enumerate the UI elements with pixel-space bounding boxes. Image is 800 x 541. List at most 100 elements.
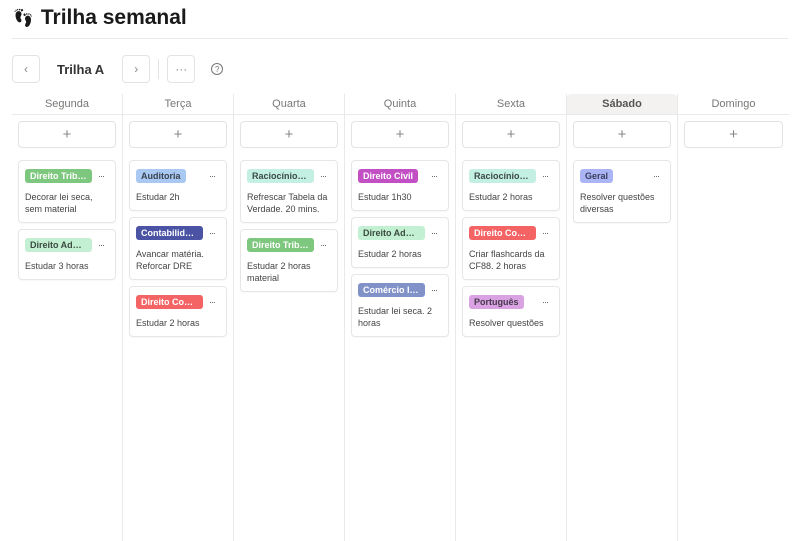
day-column: Quinta + Direito Civil ··· Estudar 1h30 …	[345, 94, 456, 541]
task-card[interactable]: Geral ··· Resolver questões diversas	[573, 160, 671, 223]
day-header: Sexta	[456, 94, 566, 115]
card-menu-icon[interactable]: ···	[320, 240, 327, 250]
card-list: Direito Tribu... ··· Decorar lei seca, s…	[12, 148, 122, 280]
card-menu-icon[interactable]: ···	[209, 228, 216, 238]
day-header: Terça	[123, 94, 233, 115]
task-card[interactable]: Direito Tribu... ··· Estudar 2 horas mat…	[240, 229, 338, 292]
day-column: Domingo +	[678, 94, 789, 541]
card-menu-icon[interactable]: ···	[98, 240, 105, 250]
toolbar: ‹ Trilha A › ··· ?	[12, 55, 224, 83]
card-list	[678, 148, 789, 160]
card-description: Refrescar Tabela da Verdade. 20 mins.	[247, 192, 328, 214]
divider	[12, 38, 788, 39]
task-card[interactable]: Direito Admi... ··· Estudar 3 horas	[18, 229, 116, 280]
card-list: Raciocínio L... ··· Estudar 2 horas Dire…	[456, 148, 566, 337]
chevron-left-icon: ‹	[24, 62, 28, 76]
subject-tag: Contabilidade	[136, 226, 203, 240]
card-description: Decorar lei seca, sem material	[25, 192, 93, 214]
card-list: Geral ··· Resolver questões diversas	[567, 148, 677, 223]
card-menu-icon[interactable]: ···	[431, 228, 438, 238]
card-list: Raciocínio L... ··· Refrescar Tabela da …	[234, 148, 344, 292]
card-description: Resolver questões diversas	[580, 192, 655, 214]
trail-name[interactable]: Trilha A	[57, 61, 105, 77]
ellipsis-icon: ···	[175, 62, 188, 76]
help-icon[interactable]: ?	[211, 63, 224, 75]
subject-tag: Direito Tribu...	[247, 238, 314, 252]
add-card-button[interactable]: +	[351, 121, 449, 148]
plus-icon: +	[617, 126, 627, 143]
subject-tag: Direito Admi...	[358, 226, 425, 240]
card-menu-icon[interactable]: ···	[542, 228, 549, 238]
card-menu-icon[interactable]: ···	[431, 285, 438, 295]
day-column: Quarta + Raciocínio L... ··· Refrescar T…	[234, 94, 345, 541]
task-card[interactable]: Direito Cons... ··· Criar flashcards da …	[462, 217, 560, 280]
card-description: Estudar lei seca. 2 horas	[358, 306, 433, 328]
card-menu-icon[interactable]: ···	[98, 171, 105, 181]
subject-tag: Português	[469, 295, 524, 309]
task-card[interactable]: Raciocínio L... ··· Refrescar Tabela da …	[240, 160, 338, 223]
task-card[interactable]: Direito Civil ··· Estudar 1h30	[351, 160, 449, 211]
plus-icon: +	[506, 126, 516, 143]
task-card[interactable]: Direito Cons... ··· Estudar 2 horas	[129, 286, 227, 337]
day-header: Quinta	[345, 94, 455, 115]
task-card[interactable]: Comércio In... ··· Estudar lei seca. 2 h…	[351, 274, 449, 337]
day-header: Quarta	[234, 94, 344, 115]
card-description: Estudar 2h	[136, 192, 180, 202]
card-description: Estudar 2 horas	[358, 249, 422, 259]
task-card[interactable]: Raciocínio L... ··· Estudar 2 horas	[462, 160, 560, 211]
card-menu-icon[interactable]: ···	[320, 171, 327, 181]
task-card[interactable]: Português ··· Resolver questões	[462, 286, 560, 337]
day-column: Sexta + Raciocínio L... ··· Estudar 2 ho…	[456, 94, 567, 541]
card-menu-icon[interactable]: ···	[209, 297, 216, 307]
day-column: Terça + Auditoria ··· Estudar 2h Contabi…	[123, 94, 234, 541]
divider	[158, 59, 160, 79]
card-menu-icon[interactable]: ···	[653, 171, 660, 181]
add-card-button[interactable]: +	[573, 121, 671, 148]
add-card-button[interactable]: +	[18, 121, 116, 148]
card-menu-icon[interactable]: ···	[542, 171, 549, 181]
day-header: Domingo	[678, 94, 789, 115]
plus-icon: +	[62, 126, 72, 143]
plus-icon: +	[395, 126, 405, 143]
card-description: Estudar 2 horas material	[247, 261, 311, 283]
page-title: 👣︎ Trilha semanal	[12, 6, 187, 30]
subject-tag: Raciocínio L...	[247, 169, 314, 183]
card-description: Criar flashcards da CF88. 2 horas	[469, 249, 545, 271]
subject-tag: Raciocínio L...	[469, 169, 536, 183]
weekly-board: Segunda + Direito Tribu... ··· Decorar l…	[12, 94, 789, 541]
next-button[interactable]: ›	[122, 55, 151, 83]
card-description: Estudar 1h30	[358, 192, 412, 202]
task-card[interactable]: Direito Admi... ··· Estudar 2 horas	[351, 217, 449, 268]
card-description: Estudar 3 horas	[25, 261, 89, 271]
day-column: Sábado + Geral ··· Resolver questões div…	[567, 94, 678, 541]
more-options-button[interactable]: ···	[167, 55, 196, 83]
subject-tag: Comércio In...	[358, 283, 425, 297]
previous-button[interactable]: ‹	[12, 55, 40, 83]
card-description: Avancar matéria. Reforcar DRE	[136, 249, 204, 271]
subject-tag: Direito Tribu...	[25, 169, 92, 183]
card-list: Direito Civil ··· Estudar 1h30 Direito A…	[345, 148, 455, 337]
subject-tag: Geral	[580, 169, 614, 183]
card-description: Estudar 2 horas	[469, 192, 533, 202]
day-header: Segunda	[12, 94, 122, 115]
plus-icon: +	[284, 126, 294, 143]
plus-icon: +	[729, 126, 738, 143]
card-description: Resolver questões	[469, 318, 544, 328]
day-column: Segunda + Direito Tribu... ··· Decorar l…	[12, 94, 123, 541]
task-card[interactable]: Direito Tribu... ··· Decorar lei seca, s…	[18, 160, 116, 223]
subject-tag: Direito Civil	[358, 169, 419, 183]
footprints-icon: 👣︎	[12, 7, 35, 28]
add-card-button[interactable]: +	[684, 121, 783, 148]
subject-tag: Direito Cons...	[469, 226, 536, 240]
card-menu-icon[interactable]: ···	[542, 297, 549, 307]
subject-tag: Auditoria	[136, 169, 186, 183]
add-card-button[interactable]: +	[462, 121, 560, 148]
card-menu-icon[interactable]: ···	[209, 171, 216, 181]
card-menu-icon[interactable]: ···	[431, 171, 438, 181]
task-card[interactable]: Auditoria ··· Estudar 2h	[129, 160, 227, 211]
task-card[interactable]: Contabilidade ··· Avancar matéria. Refor…	[129, 217, 227, 280]
plus-icon: +	[173, 126, 183, 143]
add-card-button[interactable]: +	[129, 121, 227, 148]
add-card-button[interactable]: +	[240, 121, 338, 148]
chevron-right-icon: ›	[134, 62, 139, 76]
